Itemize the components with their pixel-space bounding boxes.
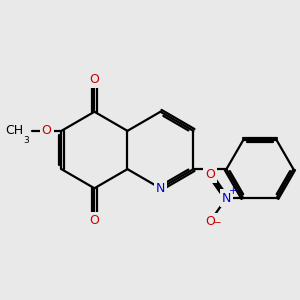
Text: 3: 3 xyxy=(23,136,29,145)
Text: N: N xyxy=(156,182,165,195)
Text: +: + xyxy=(229,186,237,197)
Text: CH: CH xyxy=(5,124,23,137)
Text: O: O xyxy=(89,214,99,227)
Text: O: O xyxy=(89,73,99,86)
Text: O: O xyxy=(205,215,214,229)
Text: O: O xyxy=(205,168,214,181)
Text: −: − xyxy=(212,218,221,228)
Text: O: O xyxy=(42,124,52,137)
Text: N: N xyxy=(222,192,231,205)
